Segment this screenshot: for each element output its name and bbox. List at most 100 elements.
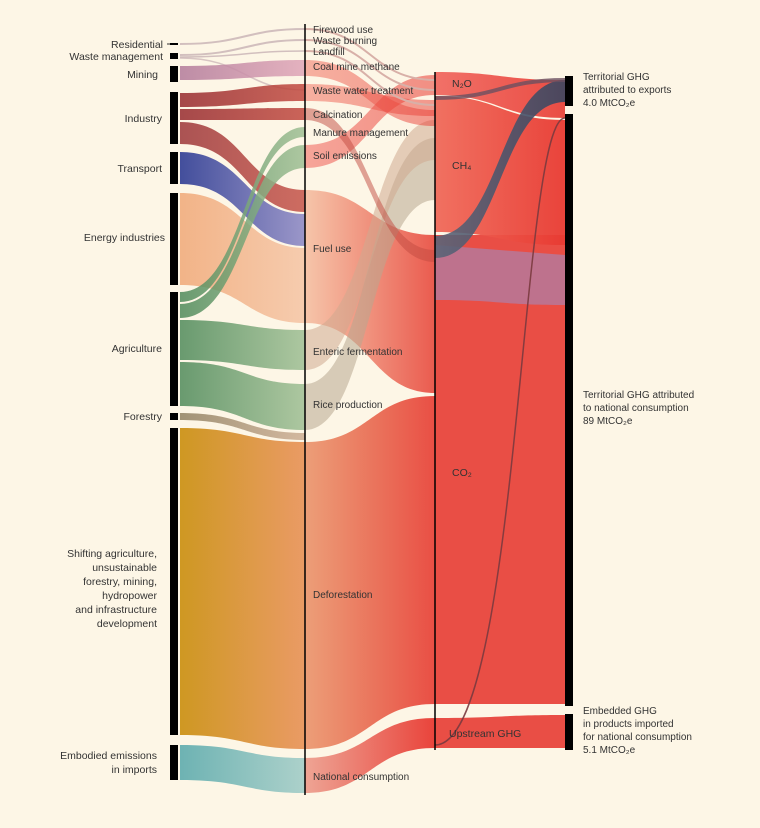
embedded-label-line-2: in products imported [583,719,674,730]
node-shifting [170,428,178,735]
source-label-imports: Embodied emissions in imports [60,750,157,776]
source-label-forestry: Forestry [123,411,162,423]
node-agriculture [170,292,178,406]
activity-label-fueluse: Fuel use [313,244,352,255]
gas-label-n2o: N₂O [452,78,472,90]
embedded-label-line-3: for national consumption [583,732,692,743]
activity-label-calcination: Calcination [313,110,362,121]
embedded-label-line-4: 5.1 MtCO₂e [583,745,636,756]
flow-wastewater-ch4 [305,84,435,116]
shifting-label-line-6: development [97,618,157,630]
exports-label-line-3: 4.0 MtCO₂e [583,98,636,109]
shifting-label-line-3: forestry, mining, [83,576,157,588]
gas-output-flows [434,72,566,748]
activity-label-deforest: Deforestation [313,590,372,601]
flow-firewood [304,28,436,81]
flow-natcons-upstream [305,718,435,793]
territorial-label-line-3: 89 MtCO₂e [583,416,633,427]
shifting-label-line-5: and infrastructure [75,604,157,616]
source-activity-flows [179,28,306,793]
source-label-industry: Industry [125,113,163,125]
source-label-shifting: Shifting agriculture, unsustainable forest… [67,548,157,630]
node-territorial [565,114,573,706]
node-mining [170,66,178,82]
flow-industry-fueluse [180,122,305,212]
node-residential [170,43,178,45]
shifting-label-line-4: hydropower [102,590,157,602]
flow-residential-firewood [179,28,306,45]
activity-labels: Firewood use Waste burning Landfill Coal… [313,25,413,783]
embedded-label-line-1: Embedded GHG [583,706,657,717]
activity-label-wastewater: Waste water treatment [313,86,413,97]
flow-industry-wastewater [180,84,305,107]
flow-mining-coal [180,60,305,80]
node-exports [565,76,573,106]
flow-agri-manure [180,127,305,302]
imports-label-line-2: in imports [111,764,157,776]
imports-label-line-1: Embodied emissions [60,750,157,762]
activity-label-enteric: Enteric fermentation [313,347,403,358]
flow-exports-band [435,80,565,258]
flow-industry-calcination [180,108,305,120]
source-label-residential: Residential [111,39,163,51]
node-forestry [170,413,178,420]
activity-label-soil: Soil emissions [313,151,377,162]
output-label-territorial: Territorial GHG attributed to national co… [583,390,694,427]
activity-label-wasteburn: Waste burning [313,36,377,47]
source-label-agriculture: Agriculture [112,343,162,355]
flow-agri-rice [180,362,305,430]
shifting-label-line-1: Shifting agriculture, [67,548,157,560]
activity-label-manure: Manure management [313,128,408,139]
flow-agri-soil [180,145,305,318]
source-label-mining: Mining [127,69,158,81]
flow-imports-natcons [180,745,305,793]
node-transport [170,152,178,184]
flow-waste-burning [179,39,306,56]
output-label-embedded: Embedded GHG in products imported for nati… [583,706,692,756]
gas-label-upstream: Upstream GHG [449,728,521,740]
activity-label-natcons: National consumption [313,772,409,783]
flow-co2-territorial [435,235,565,704]
activity-label-firewood: Firewood use [313,25,373,36]
flow-exports-thin [434,78,566,100]
node-waste [170,53,178,59]
node-embedded [565,714,573,750]
flow-shifting-deforest [180,428,305,749]
output-labels: Territorial GHG attributed to exports 4.0 … [583,72,694,756]
source-label-energy: Energy industries [84,232,165,244]
node-industry [170,92,178,144]
flow-transport-fueluse [180,152,305,246]
source-label-transport: Transport [117,163,162,175]
source-labels: Residential Waste management Mining Indu… [60,39,170,776]
gas-label-co2: CO₂ [452,467,472,479]
output-label-exports: Territorial GHG attributed to exports 4.0 … [583,72,671,109]
shifting-label-line-2: unsustainable [92,562,157,574]
output-node-bars [565,76,573,750]
flow-wasteburn [304,39,436,91]
activity-gas-flows [304,28,436,793]
gas-labels: N₂O CH₄ CO₂ Upstream GHG [449,78,521,740]
flow-agri-enteric [180,320,305,370]
node-imports [170,745,178,780]
flow-forestry [180,413,305,440]
flow-upstream-embedded [435,715,565,748]
activity-label-rice: Rice production [313,400,382,411]
flow-calc-co2 [305,108,435,262]
gas-label-ch4: CH₄ [452,160,471,172]
source-label-waste: Waste management [69,51,163,63]
source-node-bars [170,43,178,780]
activity-label-coalmine: Coal mine methane [313,62,400,73]
flow-deforest-co2 [305,396,435,749]
flow-enteric-ch4 [305,120,435,370]
flow-fueluse-overlay [435,245,565,305]
node-energy [170,193,178,285]
flow-landfill [304,50,436,106]
territorial-label-line-2: to national consumption [583,403,689,414]
exports-label-line-2: attributed to exports [583,85,671,96]
flow-upstream-exports-line [434,117,566,746]
flow-energy-fueluse [180,193,305,323]
activity-label-landfill: Landfill [313,47,345,58]
flow-waste-landfill [179,50,306,58]
flow-rice-ch4 [305,138,435,430]
